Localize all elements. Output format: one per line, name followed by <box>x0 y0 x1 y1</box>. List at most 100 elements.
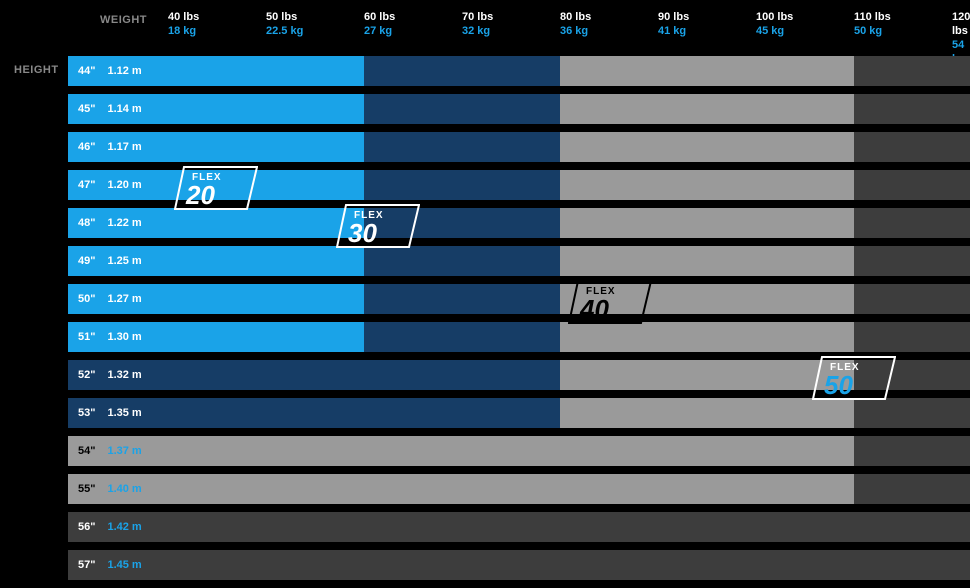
height-inches: 53" <box>78 407 95 419</box>
flex-segment <box>364 94 462 124</box>
height-inches: 52" <box>78 369 95 381</box>
flex-segment <box>854 94 952 124</box>
height-row-label: 49"1.25 m <box>78 246 142 276</box>
height-row-label: 45"1.14 m <box>78 94 142 124</box>
flex-segment <box>952 474 970 504</box>
chart-row: 50" 1.27 m <box>68 284 960 314</box>
height-inches: 57" <box>78 559 95 571</box>
flex-segment <box>462 132 560 162</box>
flex-segment <box>854 132 952 162</box>
flex-segment <box>266 170 364 200</box>
flex-segment <box>756 512 854 542</box>
flex-segment <box>952 398 970 428</box>
height-meters: 1.35 m <box>107 407 141 419</box>
height-meters: 1.27 m <box>107 293 141 305</box>
height-meters: 1.20 m <box>107 179 141 191</box>
height-row-label: 47"1.20 m <box>78 170 142 200</box>
flex-segment <box>266 246 364 276</box>
flex-segment <box>854 208 952 238</box>
flex-segment <box>462 284 560 314</box>
chart-row: 48"1.22 m <box>68 208 960 238</box>
flex-segment <box>756 132 854 162</box>
chart-row: 51"1.30 m <box>68 322 960 352</box>
chart-row: 45"1.14 m <box>68 94 960 124</box>
chart-row: 57"1.45 m <box>68 550 960 580</box>
weight-kg: 22.5 kg <box>266 24 303 38</box>
flex-segment <box>560 208 658 238</box>
weight-kg: 27 kg <box>364 24 395 38</box>
flex-segment <box>952 94 970 124</box>
flex-segment <box>266 56 364 86</box>
flex-segment <box>266 436 364 466</box>
flex-badge: FLEX 40 <box>568 280 652 324</box>
flex-segment <box>756 94 854 124</box>
flex-segment <box>560 132 658 162</box>
height-inches: 49" <box>78 255 95 267</box>
flex-segment <box>266 132 364 162</box>
height-meters: 1.32 m <box>107 369 141 381</box>
weight-lbs: 70 lbs <box>462 10 493 24</box>
flex-segment <box>854 246 952 276</box>
flex-segment <box>756 56 854 86</box>
height-row-label: 51"1.30 m <box>78 322 142 352</box>
height-row-label: 48"1.22 m <box>78 208 142 238</box>
flex-segment <box>756 284 854 314</box>
flex-segment <box>658 512 756 542</box>
weight-kg: 45 kg <box>756 24 793 38</box>
flex-segment <box>658 284 756 314</box>
flex-segment <box>658 360 756 390</box>
flex-segment <box>658 550 756 580</box>
height-row-label: 56"1.42 m <box>78 512 142 542</box>
flex-segment <box>266 94 364 124</box>
flex-segment <box>462 512 560 542</box>
flex-segment <box>560 436 658 466</box>
flex-segment <box>462 322 560 352</box>
flex-segment <box>658 170 756 200</box>
flex-segment <box>854 170 952 200</box>
flex-badge-number: 30 <box>348 218 377 248</box>
flex-segment <box>364 436 462 466</box>
weight-column-header: 50 lbs22.5 kg <box>266 10 303 38</box>
flex-badge-number: 40 <box>579 294 609 324</box>
flex-segment <box>756 398 854 428</box>
flex-segment <box>658 474 756 504</box>
flex-segment <box>952 436 970 466</box>
height-axis-label: HEIGHT <box>14 64 59 76</box>
flex-badge: FLEX 20 <box>174 166 258 210</box>
flex-segment <box>658 246 756 276</box>
flex-segment <box>952 512 970 542</box>
height-meters: 1.42 m <box>107 521 141 533</box>
flex-segment <box>462 550 560 580</box>
flex-segment <box>952 322 970 352</box>
height-meters: 1.37 m <box>107 445 141 457</box>
flex-segment <box>854 322 952 352</box>
flex-segment <box>756 246 854 276</box>
flex-segment <box>560 94 658 124</box>
flex-segment <box>560 398 658 428</box>
flex-segment <box>658 56 756 86</box>
flex-segment <box>658 398 756 428</box>
flex-segment <box>658 322 756 352</box>
chart-row: 49"1.25 m <box>68 246 960 276</box>
flex-segment <box>364 132 462 162</box>
flex-segment <box>266 398 364 428</box>
flex-segment <box>952 246 970 276</box>
flex-segment <box>462 94 560 124</box>
flex-segment <box>462 208 560 238</box>
flex-segment <box>658 132 756 162</box>
flex-segment <box>462 56 560 86</box>
height-inches: 50" <box>78 293 95 305</box>
flex-segment <box>952 170 970 200</box>
height-inches: 51" <box>78 331 95 343</box>
flex-segment <box>658 208 756 238</box>
flex-segment <box>364 322 462 352</box>
weight-lbs: 120 lbs <box>952 10 970 38</box>
flex-segment <box>462 474 560 504</box>
flex-segment <box>560 56 658 86</box>
flex-badge: FLEX 30 <box>336 204 420 248</box>
flex-segment <box>560 360 658 390</box>
flex-segment <box>462 246 560 276</box>
height-meters: 1.40 m <box>107 483 141 495</box>
flex-segment <box>952 56 970 86</box>
flex-segment <box>952 360 970 390</box>
